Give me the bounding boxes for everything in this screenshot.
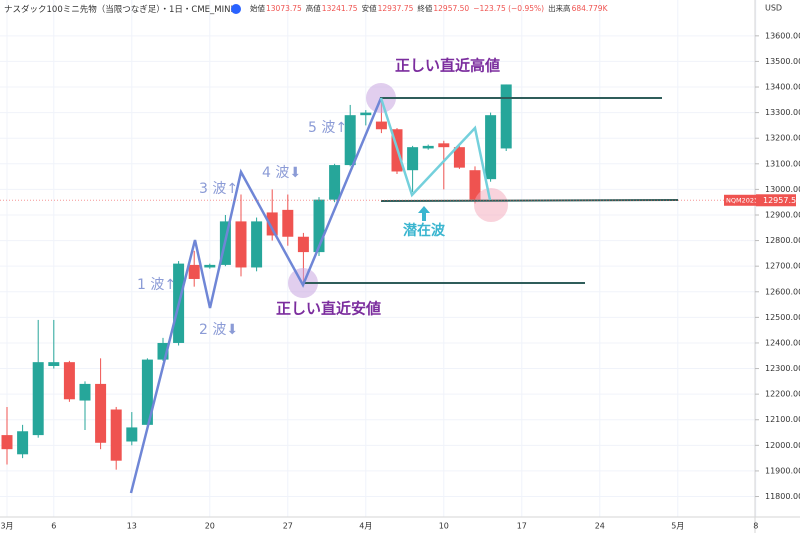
candles — [1, 84, 512, 470]
annotation: 正しい直近安値 — [276, 300, 381, 318]
ohlc-legend: 始値13073.75 高値13241.75 安値12937.75 終値12957.50… — [250, 3, 609, 13]
y-tick-label: 12800.00 — [765, 236, 800, 245]
y-tick-label: 12600.00 — [765, 287, 800, 296]
candle-body — [313, 199, 325, 253]
y-tick-label: 12000.00 — [765, 441, 800, 450]
legend-value: 684.779K — [572, 4, 609, 13]
y-tick-label: 12100.00 — [765, 415, 800, 424]
candle-body — [438, 143, 450, 148]
legend-label: 安値 — [362, 3, 377, 13]
wave-label: 5 波↑ — [308, 120, 347, 136]
x-tick-label: 8 — [753, 522, 758, 531]
candle-body — [63, 362, 75, 400]
y-tick-label: 12400.00 — [765, 338, 800, 347]
candle-body — [95, 383, 107, 443]
candle-body — [344, 115, 356, 166]
y-tick-label: 12300.00 — [765, 364, 800, 373]
y-tick-label: 11800.00 — [765, 492, 800, 501]
annotation: 正しい直近高値 — [395, 57, 500, 75]
candle-body — [266, 212, 278, 236]
legend-label: 高値 — [306, 3, 321, 13]
y-tick-label: 12500.00 — [765, 313, 800, 322]
drawings: 正しい直近高値 正しい直近安値 潜在波 1 波↑ 2 波⬇ 3 波↑ 4 波⬇ … — [129, 57, 679, 494]
y-tick-label: 12700.00 — [765, 262, 800, 271]
x-tick-label: 24 — [595, 522, 605, 531]
symbol-tag: NQM2023 — [726, 196, 758, 204]
y-tick-label: 13600.00 — [765, 31, 800, 40]
y-tick-label: 13200.00 — [765, 134, 800, 143]
support-line — [380, 199, 679, 202]
wave-label: 1 波↑ — [137, 277, 176, 293]
wave-label: 4 波⬇ — [262, 165, 301, 181]
candle-body — [297, 236, 309, 253]
price-tag: 12957.50 — [763, 196, 800, 205]
candle-body — [126, 427, 138, 442]
candle-body — [329, 165, 341, 200]
candle-body — [1, 435, 13, 450]
y-tick-label: 11900.00 — [765, 466, 800, 475]
y-tick-label: 13100.00 — [765, 159, 800, 168]
candle-body — [500, 84, 512, 149]
x-tick-label: 6 — [51, 522, 56, 531]
candle-body — [157, 342, 169, 360]
annotation: 潜在波 — [403, 222, 446, 239]
wave-label: 3 波↑ — [199, 181, 238, 197]
potential-circle — [474, 188, 508, 222]
candle-body — [360, 112, 372, 116]
candle-body — [17, 431, 29, 455]
candle-body — [407, 147, 419, 171]
x-tick-label: 17 — [517, 522, 527, 531]
candle-body — [485, 115, 497, 180]
currency: USD — [765, 4, 782, 13]
potential-arrow — [418, 206, 430, 221]
axes: 11800.00 11900.00 12000.00 12100.00 12200.00… — [0, 31, 800, 531]
candle-body — [204, 264, 216, 268]
y-tick-label: 13500.00 — [765, 57, 800, 66]
x-tick-label: 5月 — [671, 522, 684, 531]
legend-value: 12957.50 — [433, 4, 469, 13]
wave-label: 2 波⬇ — [199, 322, 238, 338]
legend-value: 13073.75 — [266, 4, 302, 13]
legend-label: 終値 — [417, 3, 432, 13]
candle-body — [188, 264, 200, 279]
candle-body — [375, 121, 387, 130]
x-tick-label: 20 — [205, 522, 215, 531]
y-tick-label: 12200.00 — [765, 390, 800, 399]
legend-label: 出来高 — [548, 3, 571, 13]
candle-body — [422, 145, 434, 149]
wave-line — [129, 97, 383, 494]
y-tick-label: 13400.00 — [765, 83, 800, 92]
legend-value: 12937.75 — [378, 4, 414, 13]
legend-label: 始値 — [250, 3, 265, 13]
collapse-button[interactable] — [231, 4, 241, 14]
x-tick-label: 27 — [283, 522, 293, 531]
potential-wave-line — [379, 97, 492, 201]
legend: 始値13073.75 高値13241.75 安値12937.75 終値12957.50… — [250, 3, 609, 13]
price-tag-bg — [756, 194, 796, 207]
y-tick-label: 13300.00 — [765, 108, 800, 117]
legend-value: 13241.75 — [322, 4, 358, 13]
x-tick-label: 3月 — [0, 522, 13, 531]
legend-value: −123.75 (−0.95%) — [473, 4, 544, 13]
y-tick-label: 12900.00 — [765, 210, 800, 219]
chart-title: ナスダック100ミニ先物（当限つなぎ足）・1日・CME_MINI — [4, 4, 233, 15]
candle-body — [282, 209, 294, 237]
x-tick-label: 13 — [127, 522, 137, 531]
y-tick-label: 13000.00 — [765, 185, 800, 194]
symbol-tag-bg — [724, 194, 756, 206]
candle-body — [453, 147, 465, 168]
candle-body — [79, 383, 91, 401]
candle-body — [469, 170, 481, 200]
candle-body — [110, 409, 122, 461]
candle-body — [235, 221, 247, 268]
candle-body — [32, 362, 44, 436]
x-tick-label: 4月 — [359, 522, 372, 531]
x-tick-label: 10 — [439, 522, 449, 531]
candle-body — [251, 221, 263, 268]
candle-body — [141, 359, 153, 425]
chart-header: ナスダック100ミニ先物（当限つなぎ足）・1日・CME_MINI — [4, 4, 233, 15]
candle-body — [48, 362, 60, 366]
